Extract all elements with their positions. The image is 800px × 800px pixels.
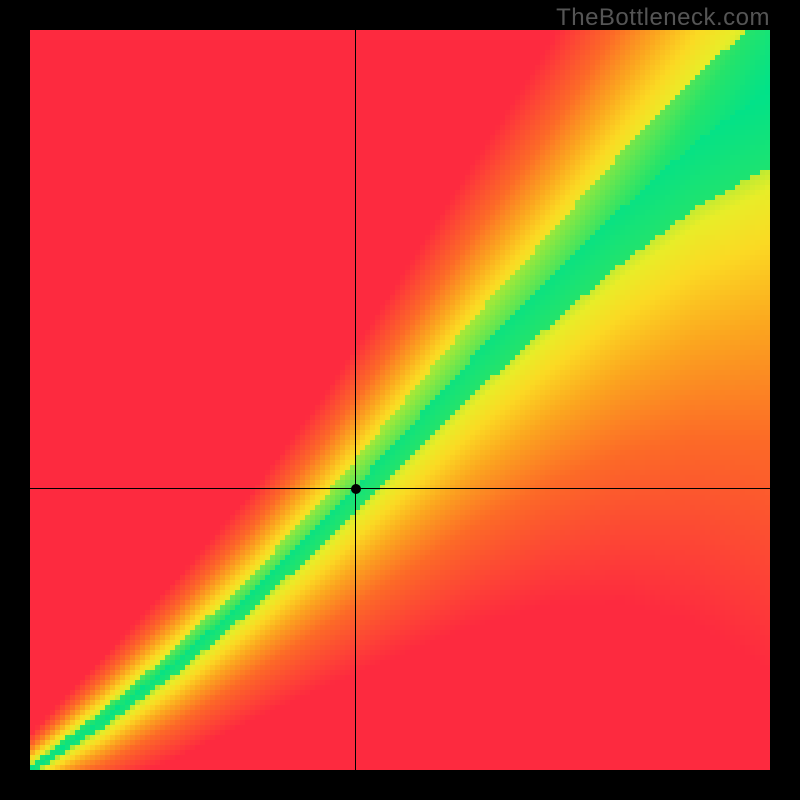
bottleneck-heatmap [30,30,770,770]
watermark-text: TheBottleneck.com [556,4,770,32]
crosshair-point [351,484,361,494]
crosshair-vertical [355,30,356,770]
crosshair-horizontal [30,488,770,489]
chart-container: TheBottleneck.com [0,0,800,800]
